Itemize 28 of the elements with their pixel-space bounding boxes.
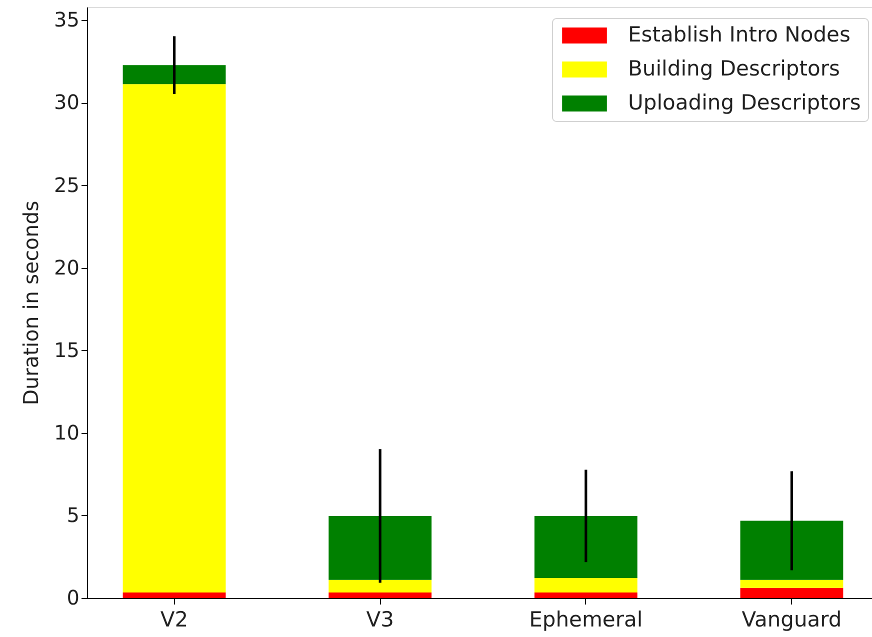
- bar: [328, 516, 432, 580]
- y-tick-label: 20: [54, 255, 80, 280]
- bar: [534, 578, 638, 593]
- y-tick-label: 5: [66, 502, 80, 527]
- bar: [740, 580, 844, 588]
- bar: [328, 592, 432, 598]
- legend-label: Building Descriptors: [628, 56, 840, 80]
- y-tick-label: 10: [54, 420, 80, 444]
- x-tick-label: Ephemeral: [529, 608, 643, 632]
- bar: [534, 592, 638, 598]
- bar: [328, 580, 432, 593]
- y-tick-label: 0: [66, 586, 80, 610]
- legend-label: Uploading Descriptors: [628, 90, 861, 114]
- bar: [122, 84, 226, 593]
- x-tick-label: V2: [160, 608, 188, 632]
- y-tick-label: 30: [54, 90, 80, 114]
- bar: [122, 592, 226, 598]
- bar: [534, 516, 638, 578]
- x-tick-label: V3: [366, 608, 394, 632]
- bar: [740, 520, 844, 580]
- y-tick-label: 15: [54, 338, 80, 362]
- y-axis-title: Duration in seconds: [19, 200, 44, 406]
- y-tick-label: 25: [54, 172, 80, 197]
- bar: [740, 588, 844, 598]
- x-tick-label: Vanguard: [742, 608, 842, 632]
- legend-label: Establish Intro Nodes: [628, 22, 850, 46]
- y-tick-label: 35: [54, 8, 80, 32]
- bar: [122, 65, 226, 84]
